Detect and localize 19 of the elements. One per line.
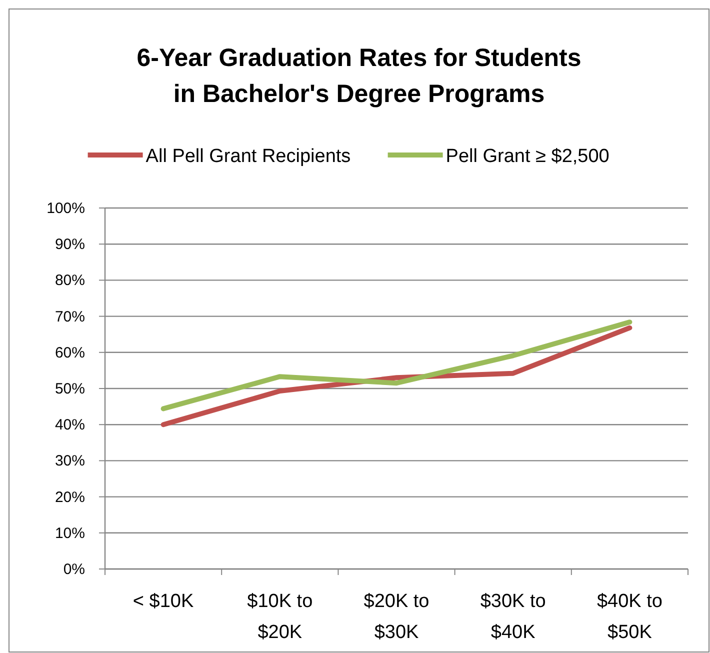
- x-tick-label: $20K to $30K: [364, 591, 430, 643]
- x-tick-label: < $10K: [132, 591, 194, 612]
- y-tick-label: 60%: [54, 344, 85, 362]
- y-tick-label: 20%: [54, 488, 85, 506]
- legend-label: Pell Grant ≥ $2,500: [446, 146, 610, 167]
- x-tick-label: $40K to $50K: [596, 591, 662, 643]
- y-tick-label: 40%: [54, 416, 85, 434]
- y-tick-label: 50%: [54, 380, 85, 398]
- chart-title: 6-Year Graduation Rates for Students in Bachelor's Degree Programs: [136, 44, 582, 108]
- y-tick-label: 30%: [54, 452, 85, 470]
- y-tick-label: 100%: [46, 200, 85, 217]
- y-tick-label: 10%: [54, 524, 85, 542]
- x-tick-label: $10K to $20K: [247, 591, 313, 643]
- x-tick-label: $30K to $40K: [480, 591, 546, 643]
- y-tick-label: 80%: [54, 272, 85, 290]
- y-tick-label: 90%: [54, 236, 85, 254]
- y-tick-label: 0%: [63, 561, 85, 578]
- legend-label: All Pell Grant Recipients: [146, 146, 351, 167]
- y-tick-label: 70%: [54, 308, 85, 326]
